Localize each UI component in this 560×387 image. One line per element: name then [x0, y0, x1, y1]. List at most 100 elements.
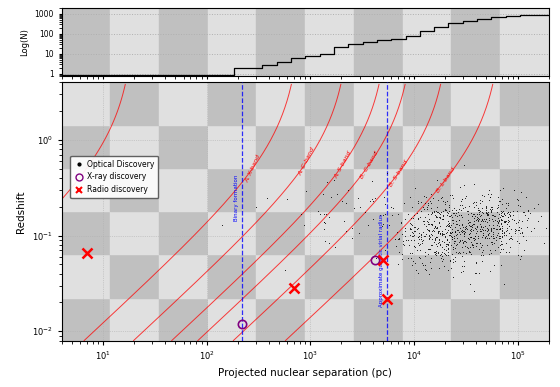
Point [511, 229, 520, 236]
Point [516, 230, 525, 236]
Point [452, 235, 461, 241]
Point [449, 233, 458, 239]
Point [380, 194, 389, 200]
Point [343, 187, 352, 193]
Point [458, 249, 467, 255]
Point [451, 249, 460, 255]
Point [368, 198, 377, 204]
Point [419, 233, 428, 239]
Point [432, 209, 441, 215]
Point [455, 238, 464, 245]
Point [478, 198, 487, 204]
Point [479, 218, 488, 224]
Point [495, 199, 504, 205]
Point [500, 211, 509, 217]
Point [483, 228, 492, 234]
Point [437, 228, 446, 234]
Point [435, 239, 444, 245]
Point [444, 221, 452, 227]
Point [425, 236, 434, 242]
Point [487, 250, 496, 256]
Point [427, 242, 436, 248]
Point [513, 197, 522, 203]
Point [456, 207, 465, 213]
Point [427, 209, 436, 215]
Point [437, 258, 446, 264]
Point [414, 236, 423, 243]
Point [319, 219, 328, 225]
Point [467, 251, 476, 257]
Point [427, 222, 436, 228]
Point [486, 194, 494, 200]
Point [430, 250, 439, 257]
Point [505, 229, 514, 236]
Point [517, 189, 526, 195]
Point [431, 249, 440, 255]
Point [409, 228, 418, 234]
Point [474, 235, 483, 241]
Point [329, 176, 338, 183]
Point [439, 250, 448, 257]
Point [427, 231, 436, 238]
Point [437, 249, 446, 255]
Point [469, 204, 478, 210]
Point [475, 213, 484, 219]
Point [391, 243, 400, 250]
Point [494, 230, 503, 236]
Point [424, 233, 433, 239]
Point [495, 218, 504, 224]
Point [465, 203, 474, 209]
Point [388, 205, 397, 211]
Point [394, 235, 403, 241]
Point [377, 223, 386, 229]
Point [467, 222, 476, 228]
Point [486, 194, 494, 200]
Point [488, 239, 497, 245]
Point [445, 223, 454, 229]
Point [409, 243, 418, 249]
Point [319, 190, 328, 197]
Point [434, 228, 443, 234]
Point [482, 219, 491, 225]
Point [458, 253, 466, 259]
Point [435, 223, 444, 229]
Point [413, 210, 422, 216]
Point [401, 228, 410, 234]
Point [502, 228, 511, 234]
Point [415, 241, 424, 248]
Point [489, 235, 498, 241]
Point [489, 225, 498, 231]
Point [502, 227, 511, 233]
Point [348, 225, 357, 231]
Point [445, 224, 454, 230]
Point [420, 266, 429, 272]
Point [489, 213, 498, 219]
Point [417, 236, 426, 242]
Point [496, 217, 505, 223]
Point [411, 224, 420, 230]
Point [496, 262, 505, 268]
Point [514, 227, 523, 233]
Point [526, 228, 535, 234]
Point [542, 225, 551, 231]
Text: B. S-band: B. S-band [388, 159, 408, 187]
Point [458, 226, 466, 233]
Point [440, 251, 449, 257]
Point [381, 247, 390, 253]
Point [430, 223, 439, 229]
Point [423, 227, 432, 233]
Point [498, 209, 507, 216]
Point [485, 251, 494, 257]
Point [514, 219, 522, 226]
Point [427, 242, 436, 248]
Point [458, 221, 466, 228]
Point [489, 229, 498, 236]
Point [509, 216, 518, 223]
Point [380, 201, 389, 207]
Point [530, 224, 539, 231]
Point [483, 212, 492, 218]
Point [484, 215, 493, 221]
Point [427, 221, 436, 227]
Point [466, 233, 475, 240]
Point [424, 221, 433, 227]
